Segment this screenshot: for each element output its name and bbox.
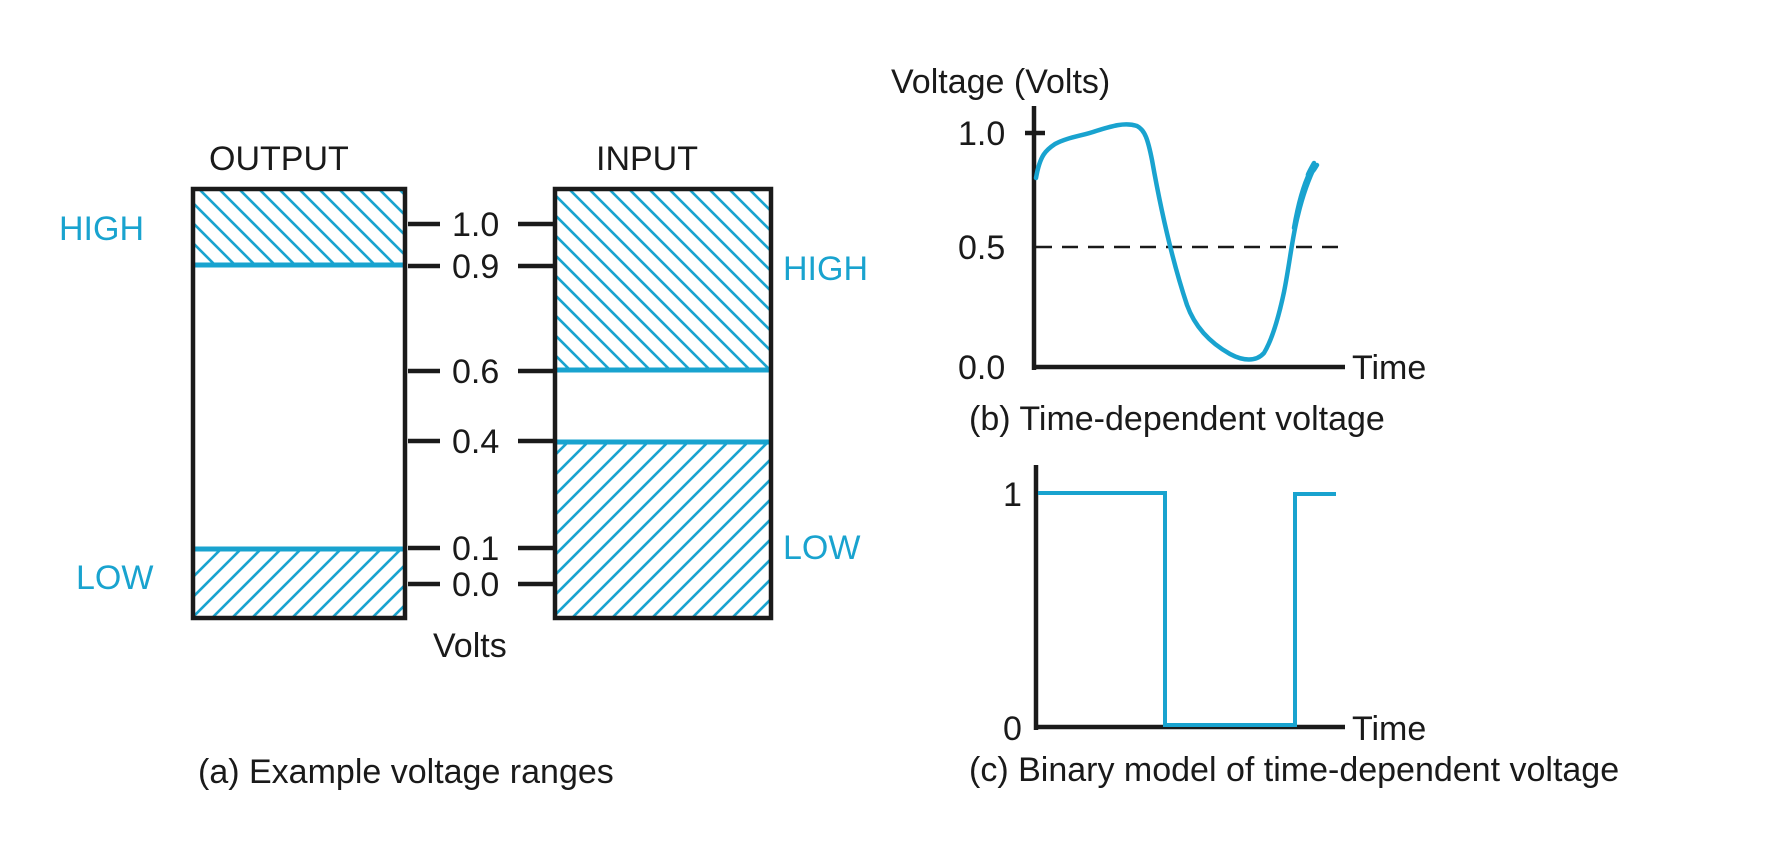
- panel-b-tick-label-1-0: 1.0: [958, 115, 1005, 153]
- panel-b-time-dependent-voltage: Voltage (Volts) 1.0 0.5 0.0 Time (b) Tim…: [891, 63, 1426, 438]
- panel-b-x-axis-label: Time: [1352, 349, 1426, 387]
- input-low-hatch: [556, 443, 770, 617]
- output-high-hatch: [193, 190, 405, 264]
- output-box: [190, 186, 408, 621]
- output-high-label: HIGH: [59, 210, 144, 248]
- tick-label-0-0: 0.0: [452, 566, 499, 604]
- panel-c-x-axis-label: Time: [1352, 710, 1426, 748]
- tick-label-0-6: 0.6: [452, 353, 499, 391]
- input-title: INPUT: [596, 140, 698, 178]
- voltage-tick-marks: [408, 221, 553, 587]
- panel-b-waveform-rise: [1291, 160, 1317, 231]
- output-low-label: LOW: [76, 559, 153, 597]
- input-high-label: HIGH: [783, 250, 868, 288]
- volts-units-label: Volts: [433, 627, 507, 665]
- panel-b-y-axis-label: Voltage (Volts): [891, 63, 1110, 101]
- panel-b-tick-label-0-5: 0.5: [958, 229, 1005, 267]
- panel-b-tick-label-0-0: 0.0: [958, 349, 1005, 387]
- panel-c-binary-waveform: [1038, 491, 1336, 727]
- input-high-hatch: [556, 190, 770, 370]
- panel-b-voltage-waveform: [1033, 122, 1320, 362]
- panel-a-caption: (a) Example voltage ranges: [198, 753, 614, 791]
- panel-c-caption: (c) Binary model of time-dependent volta…: [969, 751, 1619, 789]
- tick-label-0-9: 0.9: [452, 248, 499, 286]
- tick-label-1-0: 1.0: [452, 206, 499, 244]
- output-title: OUTPUT: [209, 140, 349, 178]
- input-low-label: LOW: [783, 529, 860, 567]
- tick-label-0-1: 0.1: [452, 530, 499, 568]
- output-low-hatch: [193, 550, 405, 617]
- panel-c-binary-model: 1 0 Time (c) Binary model of time-depend…: [969, 465, 1619, 789]
- input-box: [552, 186, 774, 621]
- panel-a-voltage-ranges: OUTPUT INPUT: [59, 140, 868, 791]
- panel-c-tick-label-1: 1: [1003, 476, 1022, 514]
- panel-c-tick-label-0: 0: [1003, 710, 1022, 748]
- panel-b-caption: (b) Time-dependent voltage: [969, 400, 1385, 438]
- tick-label-0-4: 0.4: [452, 423, 499, 461]
